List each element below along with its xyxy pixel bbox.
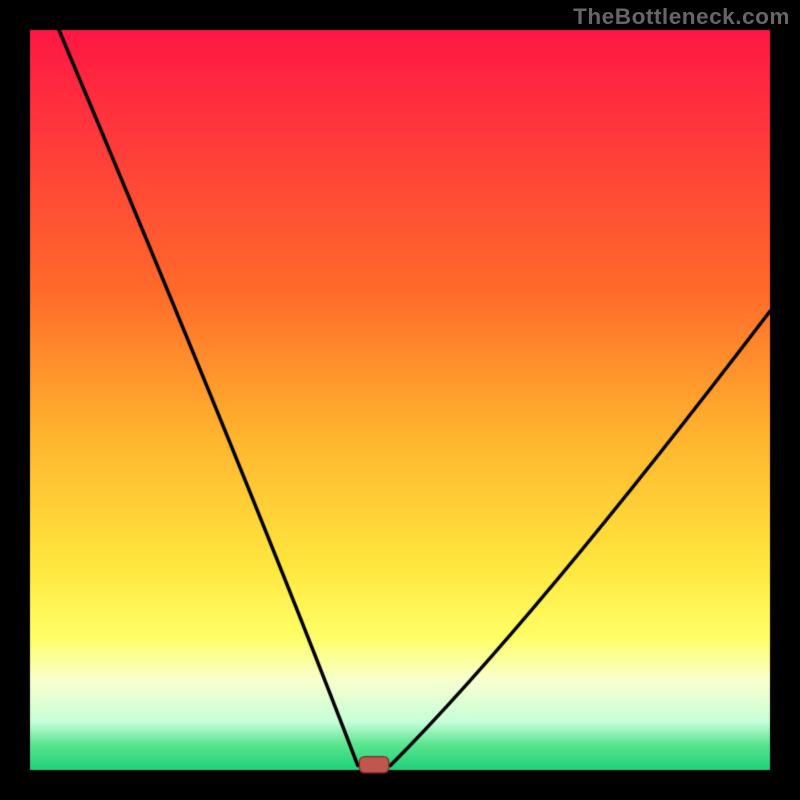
- watermark-text: TheBottleneck.com: [573, 4, 790, 30]
- bottleneck-chart-canvas: [0, 0, 800, 800]
- chart-stage: TheBottleneck.com: [0, 0, 800, 800]
